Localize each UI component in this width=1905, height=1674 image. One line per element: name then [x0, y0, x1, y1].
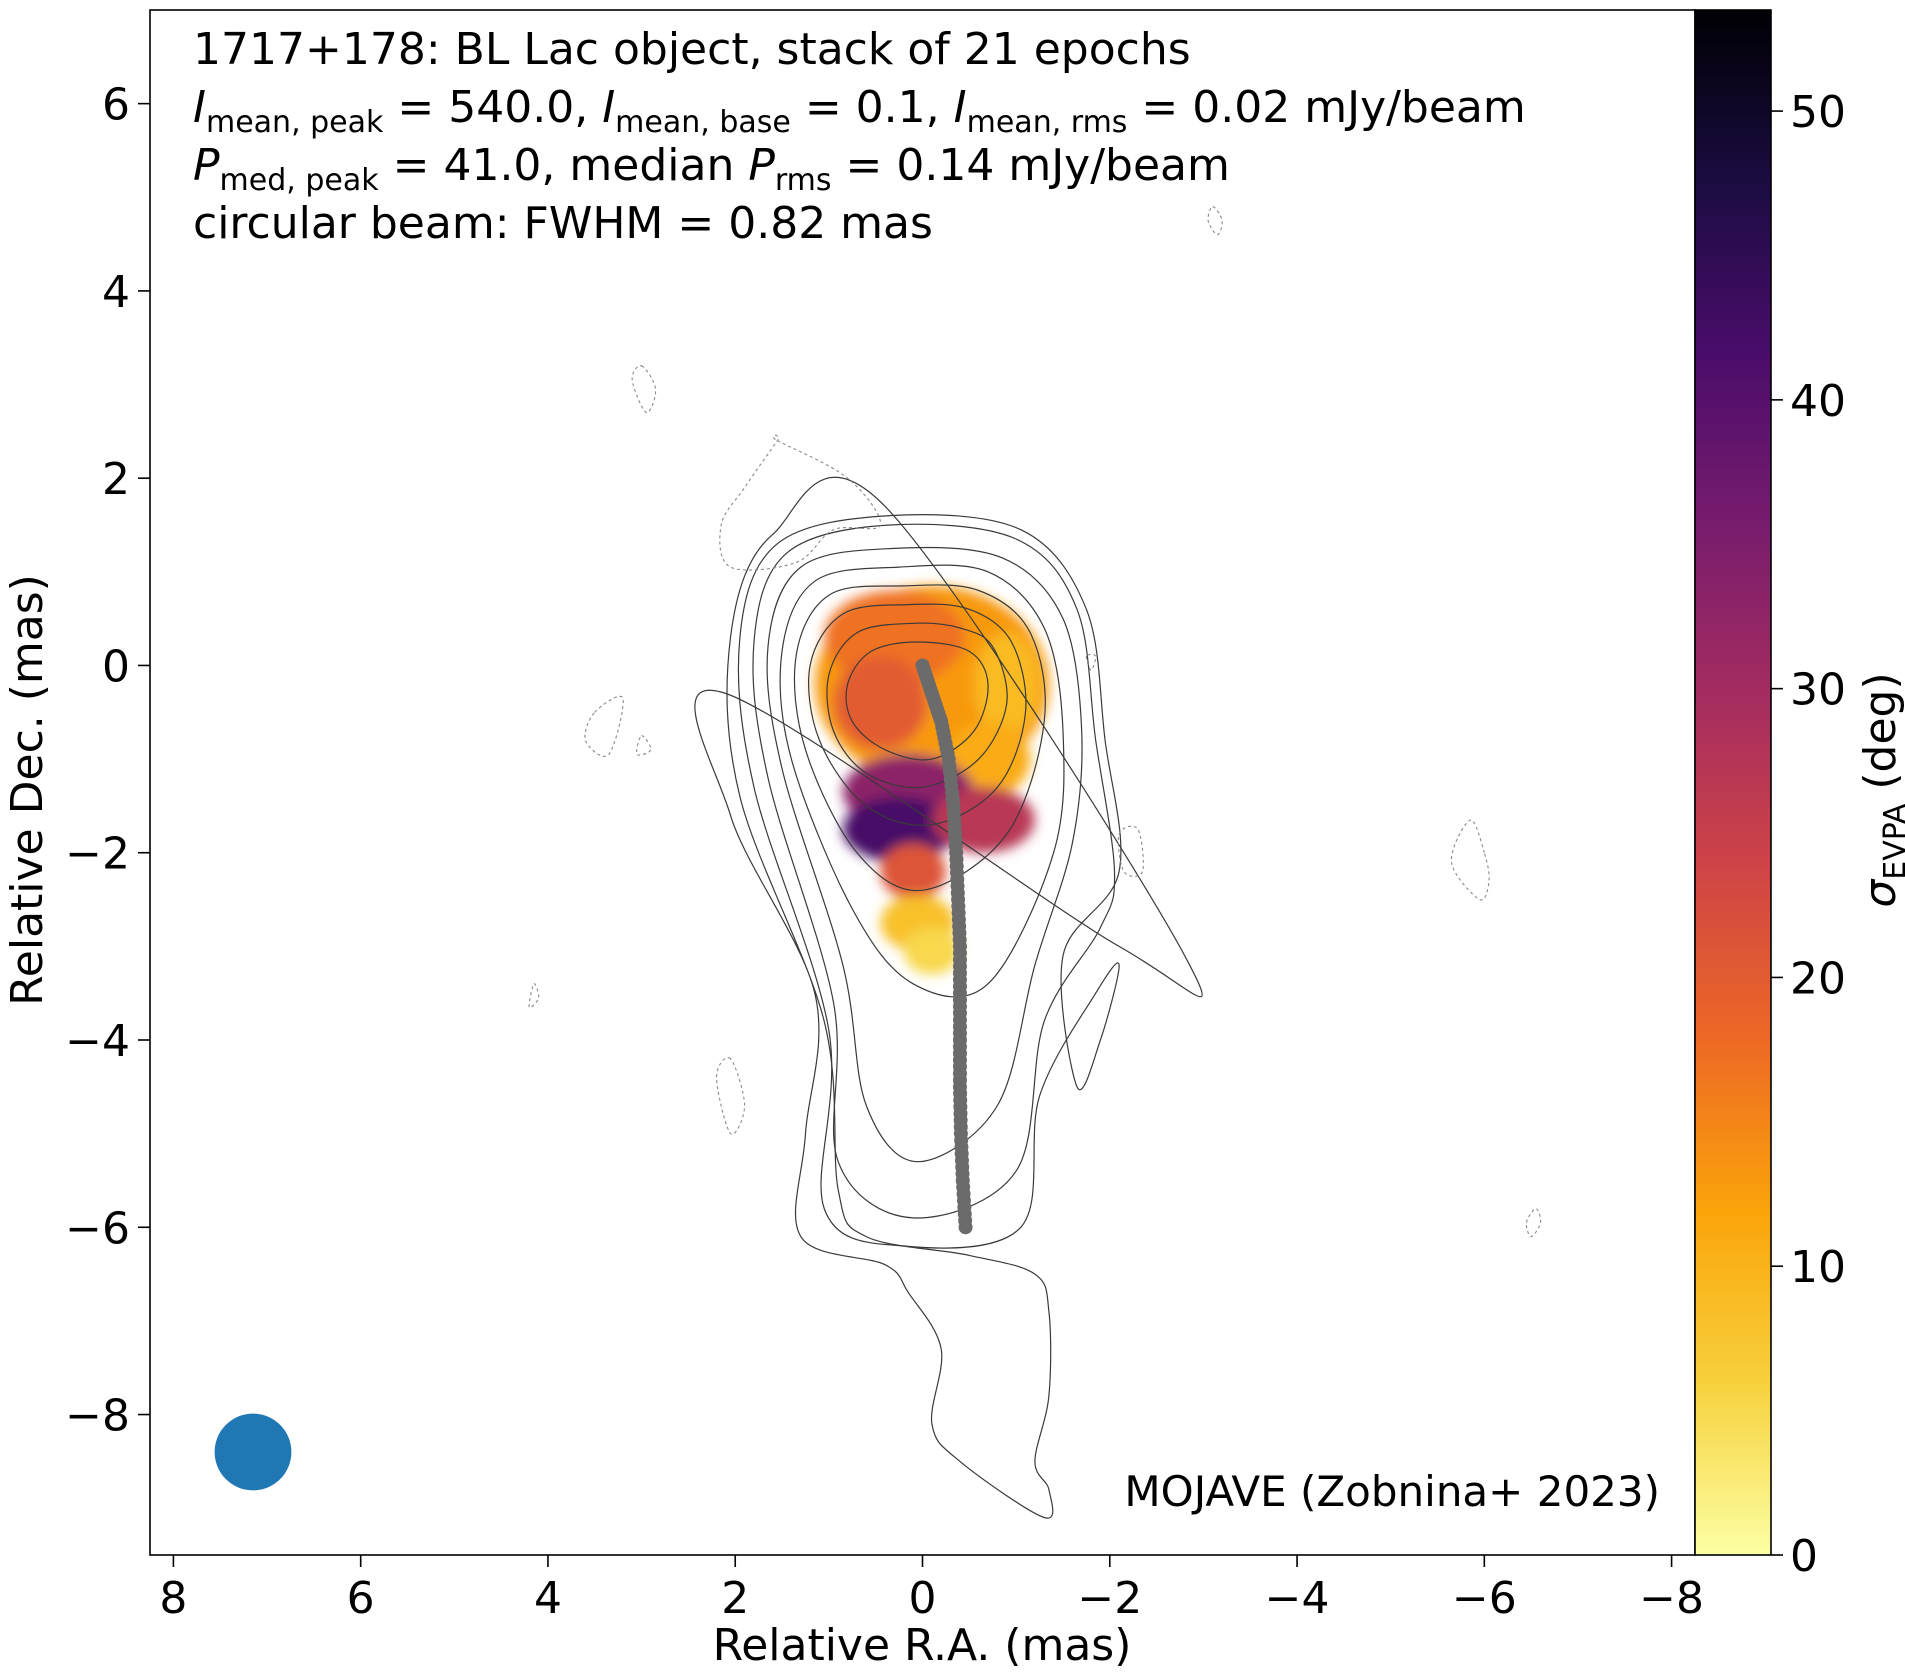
y-tick-label: 6 — [102, 80, 130, 131]
annotation-line-3: Pmed, peak = 41.0, median Prms = 0.14 mJ… — [193, 140, 1230, 198]
colorbar-label-symbol: σ — [1855, 879, 1905, 908]
negative-contour — [719, 434, 881, 571]
beam-ellipse — [214, 1413, 292, 1491]
y-tick-label: 2 — [102, 454, 130, 505]
negative-contour — [1207, 206, 1223, 236]
negative-contour — [528, 983, 540, 1009]
colorbar-ticks: 0 10 20 30 40 50 — [1771, 87, 1846, 1582]
annotation-value: = 41.0, median — [379, 140, 749, 191]
annotation-subscript: mean, peak — [206, 105, 384, 140]
y-tick-label: −8 — [65, 1391, 130, 1442]
y-tick-label: −2 — [65, 829, 130, 880]
colorbar-tick-label: 0 — [1790, 1531, 1818, 1582]
y-tick-label: −4 — [65, 1016, 130, 1067]
annotation-symbol: P — [193, 140, 220, 191]
ridgeline-point — [958, 1220, 973, 1235]
annotation-symbol: I — [602, 82, 615, 133]
annotation-subscript: mean, rms — [967, 105, 1128, 140]
polarization-map — [814, 585, 1049, 975]
annotation-value: = 0.14 mJy/beam — [832, 140, 1230, 191]
colorbar-label-unit: (deg) — [1855, 672, 1905, 803]
colorbar-fill — [1695, 10, 1771, 1555]
colorbar-tick-label: 50 — [1790, 87, 1846, 138]
annotation-value: = 0.1, — [791, 82, 954, 133]
negative-contour — [1525, 1207, 1542, 1238]
x-tick-label: −4 — [1265, 1573, 1330, 1624]
x-tick-label: −6 — [1452, 1573, 1517, 1624]
y-tick-label: 4 — [102, 267, 130, 318]
negative-contour — [631, 365, 657, 414]
annotation-subscript: med, peak — [220, 163, 380, 198]
x-tick-label: 0 — [909, 1573, 937, 1624]
intensity-contour — [793, 584, 1046, 892]
colorbar-tick-label: 30 — [1790, 665, 1846, 716]
intensity-contours — [528, 206, 1542, 1519]
annotation-value: = 540.0, — [383, 82, 602, 133]
intensity-contour — [845, 641, 989, 761]
negative-contour — [584, 695, 624, 757]
polarization-region — [824, 590, 965, 685]
negative-contour — [635, 735, 652, 756]
plot-area — [214, 206, 1542, 1519]
jet-ridgeline — [915, 658, 973, 1235]
x-axis-label: Relative R.A. (mas) — [713, 1620, 1132, 1671]
colorbar-tick-label: 40 — [1790, 376, 1846, 427]
negative-contour — [1085, 653, 1097, 671]
y-tick-label: 0 — [102, 641, 130, 692]
annotation-symbol: I — [193, 82, 206, 133]
colorbar-tick-label: 20 — [1790, 953, 1846, 1004]
beam-marker — [214, 1413, 292, 1491]
polarization-region — [903, 927, 960, 975]
annotation-line-4: circular beam: FWHM = 0.82 mas — [193, 198, 933, 249]
annotation-line-1: 1717+178: BL Lac object, stack of 21 epo… — [193, 24, 1191, 75]
annotation-value: = 0.02 mJy/beam — [1127, 82, 1525, 133]
polarization-region — [842, 796, 956, 863]
annotation-symbol: P — [748, 140, 775, 191]
negative-contour — [1117, 825, 1144, 877]
x-tick-label: −8 — [1639, 1573, 1704, 1624]
intensity-contour — [752, 523, 1116, 1219]
colorbar-label-subscript: EVPA — [1878, 803, 1905, 880]
negative-contour — [1450, 819, 1490, 901]
polarization-region — [880, 843, 946, 900]
intensity-contour — [808, 603, 1027, 826]
y-axis-ticks: 6 4 2 0 −2 −4 −6 −8 — [65, 80, 150, 1442]
x-tick-label: 4 — [534, 1573, 562, 1624]
polarization-region — [833, 656, 928, 750]
y-axis-label: Relative Dec. (mas) — [2, 574, 53, 1006]
colorbar-tick-label: 10 — [1790, 1242, 1846, 1293]
colorbar-label: σEVPA (deg) — [1855, 672, 1905, 907]
x-tick-label: 8 — [159, 1573, 187, 1624]
annotation-symbol: I — [954, 82, 967, 133]
colorbar-frame — [1694, 9, 1772, 1556]
y-tick-label: −6 — [65, 1203, 130, 1254]
x-tick-label: 2 — [721, 1573, 749, 1624]
annotation-subscript: mean, base — [615, 105, 791, 140]
annotation-block: 1717+178: BL Lac object, stack of 21 epo… — [193, 24, 1526, 249]
negative-contour — [715, 1057, 746, 1135]
intensity-contour — [766, 546, 1083, 1163]
x-tick-label: 6 — [347, 1573, 375, 1624]
intensity-contour — [694, 476, 1203, 1519]
polarization-region — [974, 632, 1040, 736]
colorbar: 0 10 20 30 40 50 σEVPA (deg) — [1694, 9, 1905, 1582]
annotation-subscript: rms — [775, 163, 832, 198]
intensity-contour — [737, 514, 1122, 1249]
annotation-line-2: Imean, peak = 540.0, Imean, base = 0.1, … — [193, 82, 1526, 140]
x-tick-label: −2 — [1077, 1573, 1142, 1624]
x-axis-ticks: 8 6 4 2 0 −2 −4 −6 −8 — [159, 1555, 1704, 1624]
credit-label: MOJAVE (Zobnina+ 2023) — [1124, 1467, 1660, 1516]
